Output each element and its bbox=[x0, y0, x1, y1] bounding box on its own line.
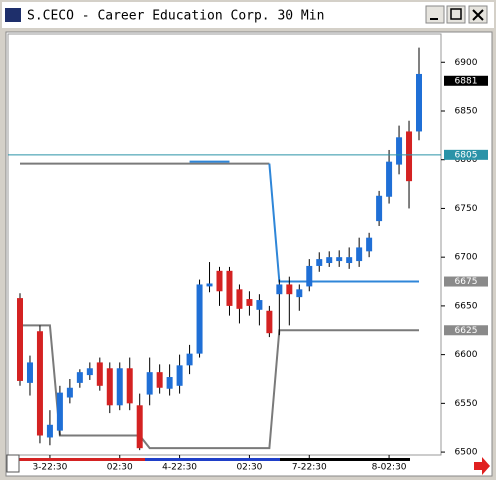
candle-body bbox=[36, 331, 43, 436]
y-tick-label: 6800 bbox=[455, 155, 478, 165]
candle-body bbox=[306, 265, 313, 287]
candle-body bbox=[226, 270, 233, 306]
candle-body bbox=[96, 362, 103, 386]
candle-body bbox=[116, 368, 123, 406]
session-bar bbox=[8, 458, 145, 461]
candle-body bbox=[396, 137, 403, 165]
candle-body bbox=[46, 424, 53, 438]
x-tick-label: 8-02:30 bbox=[372, 463, 407, 473]
y-tick-label: 6900 bbox=[455, 58, 478, 68]
indicator-line bbox=[20, 324, 419, 450]
candle-body bbox=[256, 300, 263, 310]
candle-body bbox=[156, 372, 163, 388]
x-tick-label: 3-22:30 bbox=[32, 463, 67, 473]
price-marker bbox=[444, 276, 488, 287]
candle-body bbox=[406, 131, 413, 182]
price-marker bbox=[444, 75, 488, 86]
x-tick-label: 4-22:30 bbox=[162, 463, 197, 473]
y-tick-label: 6750 bbox=[455, 204, 478, 214]
candle-body bbox=[336, 257, 343, 262]
candle-body bbox=[366, 237, 373, 252]
candle-body bbox=[146, 372, 153, 395]
candle-body bbox=[296, 289, 303, 298]
candle-body bbox=[166, 377, 173, 389]
candle-body bbox=[346, 257, 353, 264]
maximize-button[interactable] bbox=[446, 5, 466, 24]
y-tick-label: 6600 bbox=[455, 350, 478, 360]
window-title: S.CECO - Career Education Corp. 30 Min bbox=[27, 9, 324, 24]
candle-body bbox=[236, 289, 243, 309]
candle-body bbox=[286, 284, 293, 295]
candle-body bbox=[56, 392, 63, 431]
y-tick-label: 6550 bbox=[455, 399, 478, 409]
plot-area bbox=[7, 33, 442, 456]
candle-body bbox=[66, 387, 73, 398]
y-tick-label: 6500 bbox=[455, 448, 478, 458]
y-tick-label: 6850 bbox=[455, 106, 478, 116]
candle-body bbox=[26, 362, 33, 383]
scroll-arrow[interactable] bbox=[474, 457, 490, 475]
candle-body bbox=[216, 270, 223, 292]
x-tick-label: 02:30 bbox=[236, 463, 262, 473]
price-marker bbox=[444, 149, 488, 160]
price-marker-label: 6805 bbox=[455, 150, 478, 160]
candle-body bbox=[276, 284, 283, 295]
minimize-button[interactable] bbox=[425, 5, 445, 24]
y-tick-label: 6700 bbox=[455, 253, 478, 263]
candle-body bbox=[126, 368, 133, 404]
indicator-line bbox=[268, 163, 419, 283]
price-marker-label: 6625 bbox=[455, 326, 478, 336]
candle-body bbox=[376, 195, 383, 222]
session-bar bbox=[145, 458, 280, 461]
candle-body bbox=[136, 405, 143, 449]
candle-body bbox=[196, 284, 203, 354]
candle-body bbox=[356, 247, 363, 262]
price-marker-label: 6881 bbox=[455, 76, 478, 86]
candle-body bbox=[17, 298, 23, 381]
candle-body bbox=[386, 161, 393, 197]
x-tick-label: 02:30 bbox=[107, 463, 133, 473]
price-marker bbox=[444, 325, 488, 336]
title-bar bbox=[2, 2, 494, 28]
candle-body bbox=[176, 365, 183, 386]
scroll-box[interactable] bbox=[6, 454, 20, 473]
price-marker-label: 6675 bbox=[455, 277, 478, 287]
candle-body bbox=[316, 259, 323, 266]
session-bar bbox=[280, 458, 410, 461]
y-tick-label: 6650 bbox=[455, 301, 478, 311]
app-icon[interactable] bbox=[5, 8, 21, 22]
candle-body bbox=[106, 368, 113, 406]
candle-body bbox=[266, 310, 273, 334]
candle-body bbox=[76, 372, 83, 383]
candle-body bbox=[246, 299, 253, 306]
candle-body bbox=[326, 257, 333, 264]
close-button[interactable] bbox=[468, 5, 488, 24]
candle-body bbox=[86, 368, 93, 376]
candle-body bbox=[416, 73, 422, 132]
candle-body bbox=[186, 353, 193, 366]
candle-body bbox=[206, 283, 213, 287]
x-tick-label: 7-22:30 bbox=[292, 463, 327, 473]
